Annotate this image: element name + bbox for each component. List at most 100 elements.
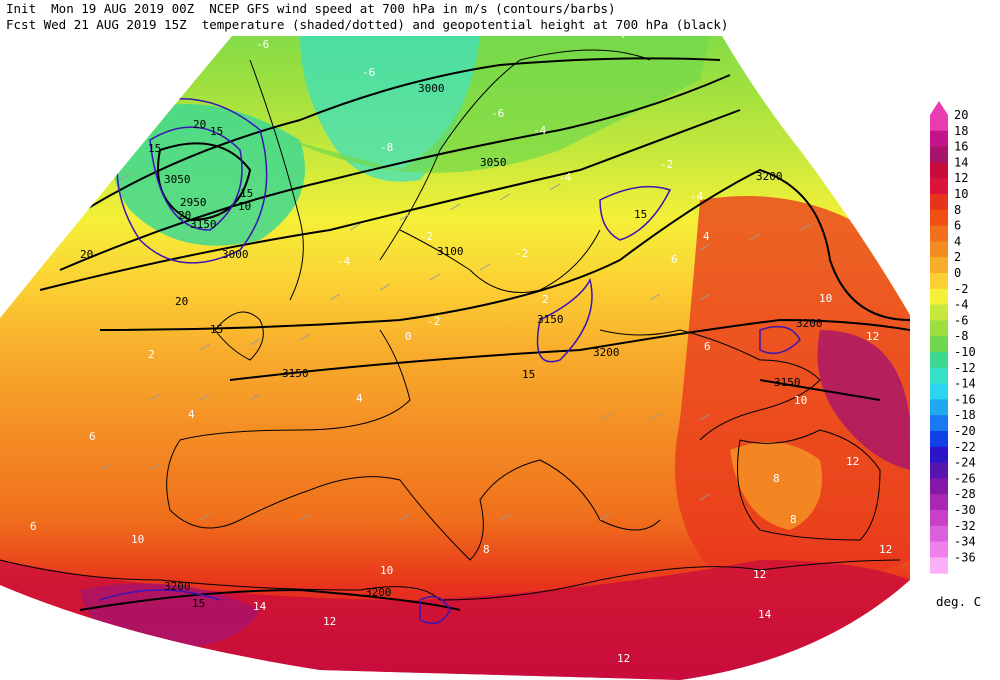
warm-east-region (675, 196, 910, 587)
height-label: 3000 (222, 248, 249, 261)
legend-level-label: -12 (954, 361, 976, 375)
cool-north-region (290, 36, 710, 173)
wind-label: 15 (634, 208, 647, 221)
legend-swatch (930, 209, 948, 227)
legend-swatch (930, 115, 948, 132)
temp-label: -8 (380, 141, 393, 154)
legend-swatch (930, 415, 948, 432)
legend-level-label: -34 (954, 535, 976, 549)
legend-level-label: -18 (954, 408, 976, 422)
legend-swatch (930, 241, 948, 258)
temp-label: 2 (148, 348, 155, 361)
legend-swatch (930, 320, 948, 337)
height-label: 3200 (164, 580, 191, 593)
coastlines (0, 49, 901, 601)
legend-unit: deg. C (936, 594, 982, 609)
wind-label: 10 (238, 200, 251, 213)
temp-label-group: -6 -6 -4 -4 -6 -8 -4 -4 -2 -4 -2 -2 0 2 … (30, 28, 892, 665)
legend-swatch (930, 494, 948, 511)
legend-level-label: 20 (954, 108, 968, 122)
temp-label: -4 (337, 255, 351, 268)
legend-swatch (930, 130, 948, 148)
height-label: 3000 (418, 82, 445, 95)
legend-level-label: -8 (954, 329, 968, 343)
legend-level-label: 10 (954, 187, 968, 201)
temp-label: 10 (131, 533, 144, 546)
wind-label: 20 (178, 209, 191, 222)
height-label-group: 3000 3050 3100 3150 3200 3200 3200 3150 … (164, 82, 823, 599)
legend-level-label: 18 (954, 124, 968, 138)
legend-level-label: -24 (954, 456, 976, 470)
legend-swatch (930, 557, 948, 574)
legend-level-label: 16 (954, 140, 968, 154)
temp-label: -4 (558, 171, 572, 184)
temp-label: -6 (256, 38, 269, 51)
temp-label: 12 (846, 455, 859, 468)
height-label: 3050 (164, 173, 191, 186)
hot-southeast-region (817, 330, 910, 470)
height-label: 3150 (774, 376, 801, 389)
legend-swatch (930, 146, 948, 163)
height-label: 3200 (593, 346, 620, 359)
height-label: 3150 (190, 218, 217, 231)
wind-label: 15 (210, 125, 223, 138)
legend-swatch (930, 399, 948, 416)
temp-label: 12 (323, 615, 336, 628)
legend-swatch (930, 304, 948, 321)
legend-arrow (930, 101, 948, 115)
cold-core-region (112, 104, 305, 246)
legend-level-label: 4 (954, 234, 961, 248)
wind-label: 20 (80, 248, 93, 261)
legend-swatch (930, 383, 948, 400)
warm-anatolia-region (730, 442, 822, 530)
legend-swatch (930, 367, 948, 385)
legend-level-label: -20 (954, 424, 976, 438)
wind-label: 15 (192, 597, 205, 610)
temp-label: 14 (253, 600, 267, 613)
height-contours (39, 57, 910, 611)
temp-label: -2 (660, 158, 673, 171)
temp-label: -4 (690, 190, 704, 203)
legend-swatch (930, 478, 948, 495)
temp-label: 4 (188, 408, 195, 421)
height-label: 3100 (437, 245, 464, 258)
temp-label: -4 (612, 28, 626, 41)
legend-level-label: 6 (954, 219, 961, 233)
legend-level-label: 2 (954, 250, 961, 264)
temp-label: 12 (879, 543, 892, 556)
temp-label: 4 (356, 392, 363, 405)
height-label: 3050 (480, 156, 507, 169)
height-label: 3200 (365, 586, 392, 599)
height-label: 3150 (537, 313, 564, 326)
legend-swatch (930, 352, 948, 369)
temp-label: -6 (491, 107, 504, 120)
temp-label: 10 (380, 564, 393, 577)
temp-label: 0 (405, 330, 412, 343)
legend-level-label: 8 (954, 203, 961, 217)
temp-label: 6 (89, 430, 96, 443)
height-label: 3200 (756, 170, 783, 183)
temp-label: 12 (866, 330, 879, 343)
hot-south-region (0, 560, 910, 680)
temp-label: 12 (617, 652, 630, 665)
legend-level-label: -26 (954, 471, 976, 485)
temp-label: 8 (483, 543, 490, 556)
temp-label: 14 (758, 608, 772, 621)
legend-swatch (930, 446, 948, 464)
legend-swatch (930, 194, 948, 211)
temp-label: 10 (794, 394, 807, 407)
temp-label: 2 (542, 293, 549, 306)
legend-level-label: 12 (954, 171, 968, 185)
legend-level-label: -36 (954, 550, 976, 564)
legend-level-label: -6 (954, 313, 968, 327)
legend-level-label: -16 (954, 392, 976, 406)
temp-label: 6 (671, 253, 678, 266)
wind-label: 15 (210, 323, 223, 336)
wind-contours (99, 98, 801, 625)
temp-label: 6 (704, 340, 711, 353)
legend-level-label: -32 (954, 519, 976, 533)
wind-label: 15 (240, 187, 253, 200)
wind-label: 15 (148, 142, 161, 155)
legend-swatch (930, 225, 948, 242)
